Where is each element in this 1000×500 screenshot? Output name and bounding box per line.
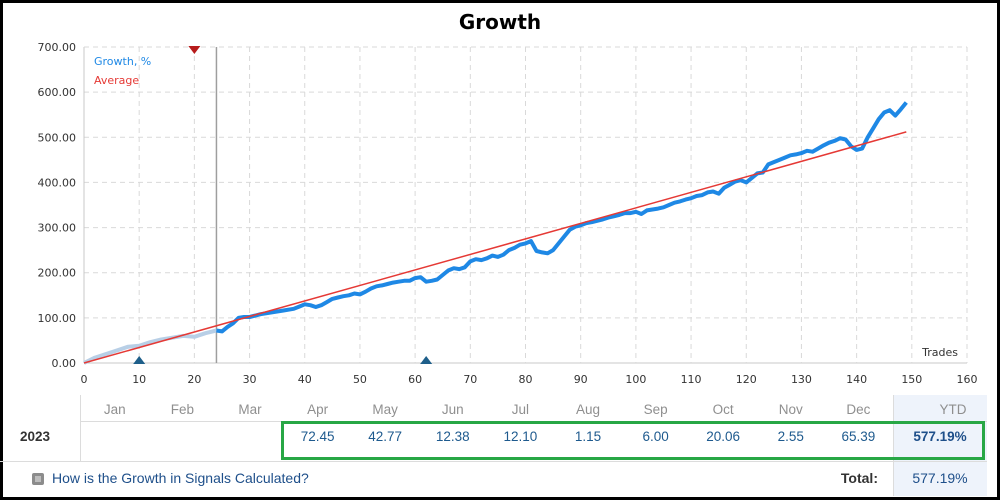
x-tick-label: 70 — [463, 373, 477, 386]
chart-title: Growth — [458, 10, 542, 34]
x-tick-label: 130 — [791, 373, 812, 386]
x-tick-label: 110 — [681, 373, 702, 386]
month-value: 65.39 — [841, 429, 876, 444]
x-tick-label: 80 — [519, 373, 533, 386]
total-value: 577.19% — [912, 470, 968, 486]
x-tick-label: 10 — [132, 373, 146, 386]
ytd-value: 577.19% — [913, 429, 967, 444]
month-header: Sep — [643, 402, 668, 417]
withdrawal-marker — [420, 356, 433, 364]
grid-lines — [83, 46, 968, 364]
total-label: Total: — [840, 470, 878, 486]
month-value: 2.55 — [777, 429, 804, 444]
month-header: Aug — [575, 402, 600, 417]
y-tick-labels: 0.00 100.00 200.00 300.00 400.00 500.00 600.00… — [38, 41, 77, 370]
x-tick-label: 100 — [625, 373, 646, 386]
y-tick-label: 100.00 — [38, 312, 77, 325]
month-value: 12.38 — [435, 429, 470, 444]
deposit-marker — [188, 46, 201, 54]
month-header: Mar — [238, 402, 262, 417]
table-divider — [893, 395, 894, 496]
table-divider — [0, 461, 987, 462]
month-value: 20.06 — [706, 429, 741, 444]
month-value: 42.77 — [368, 429, 403, 444]
highlight-box — [281, 421, 985, 460]
month-header: Jan — [103, 402, 126, 417]
withdrawal-marker — [133, 356, 146, 364]
month-header: Apr — [307, 402, 329, 417]
x-axis-label: Trades — [921, 346, 958, 359]
y-tick-label: 600.00 — [38, 86, 77, 99]
legend-average: Average — [94, 74, 139, 87]
month-value: 1.15 — [574, 429, 602, 444]
x-tick-labels: 0 10 20 30 40 50 60 70 80 90 100 110 120 130 140 150 160 — [81, 373, 978, 386]
y-tick-label: 200.00 — [38, 267, 77, 280]
year-label: 2023 — [20, 429, 51, 444]
trade-markers — [133, 46, 433, 364]
month-value: 6.00 — [642, 429, 669, 444]
table-divider — [80, 395, 81, 461]
average-line — [83, 131, 907, 364]
x-tick-label: 150 — [901, 373, 922, 386]
month-header: Dec — [846, 402, 871, 417]
ytd-column-bg — [893, 395, 987, 496]
legend-growth: Growth, % — [94, 55, 151, 68]
x-tick-label: 140 — [846, 373, 867, 386]
growth-line — [216, 101, 908, 334]
series-lines — [83, 101, 908, 365]
month-value: 72.45 — [300, 429, 335, 444]
x-tick-label: 40 — [298, 373, 312, 386]
y-tick-label: 500.00 — [38, 131, 77, 144]
y-tick-label: 700.00 — [38, 41, 77, 54]
month-header: Feb — [170, 402, 195, 417]
x-tick-label: 120 — [736, 373, 757, 386]
month-header: Jun — [441, 402, 464, 417]
x-tick-label: 0 — [81, 373, 88, 386]
growth-chart: 0.00 100.00 200.00 300.00 400.00 500.00 600.00… — [38, 41, 978, 386]
month-header: Nov — [778, 402, 803, 417]
growth-help-link[interactable]: How is the Growth in Signals Calculated? — [52, 470, 309, 486]
month-header: Oct — [712, 402, 734, 417]
x-tick-label: 160 — [957, 373, 978, 386]
x-tick-label: 30 — [243, 373, 257, 386]
x-tick-label: 60 — [408, 373, 422, 386]
x-tick-label: 90 — [574, 373, 588, 386]
y-tick-label: 300.00 — [38, 222, 77, 235]
month-header: Jul — [511, 402, 530, 417]
ytd-header: YTD — [939, 402, 967, 417]
y-tick-label: 0.00 — [52, 357, 77, 370]
x-tick-label: 50 — [353, 373, 367, 386]
y-tick-label: 400.00 — [38, 176, 77, 189]
month-header: May — [372, 402, 398, 417]
info-icon — [32, 473, 44, 485]
x-tick-label: 20 — [187, 373, 201, 386]
growth-line-early — [83, 328, 217, 365]
month-value: 12.10 — [503, 429, 538, 444]
